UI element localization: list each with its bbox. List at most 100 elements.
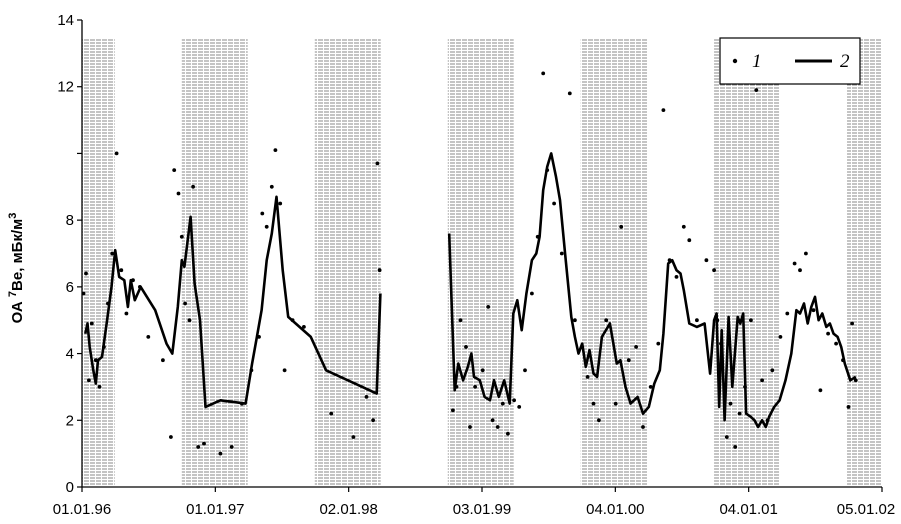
- data-point-37: [302, 325, 306, 329]
- data-point-21: [187, 318, 192, 323]
- data-point-46: [458, 318, 463, 323]
- data-point-3: [89, 321, 94, 326]
- data-point-41: [371, 418, 375, 423]
- data-point-42: [375, 161, 380, 166]
- shaded-period-2: [314, 38, 381, 487]
- shaded-periods: [82, 38, 882, 487]
- x-tick-label-4: 04.01.00: [586, 501, 644, 518]
- data-point-95: [754, 88, 759, 92]
- data-point-53: [495, 425, 500, 429]
- data-point-16: [169, 435, 173, 439]
- data-point-70: [597, 418, 601, 423]
- data-point-103: [804, 251, 808, 256]
- data-point-96: [760, 378, 764, 383]
- data-point-23: [196, 445, 201, 449]
- data-point-18: [176, 191, 181, 196]
- shaded-period-0: [82, 38, 115, 487]
- data-point-50: [480, 368, 485, 373]
- data-point-64: [559, 251, 564, 256]
- data-point-25: [218, 451, 223, 456]
- legend: 1 2: [719, 37, 861, 85]
- data-point-75: [634, 345, 638, 349]
- data-point-107: [834, 341, 838, 346]
- data-point-105: [818, 388, 823, 393]
- data-point-49: [473, 385, 477, 389]
- y-axis-title-suffix: Be, мБк/м: [9, 219, 26, 291]
- legend-label-2: 2: [840, 51, 850, 72]
- data-point-47: [464, 345, 468, 349]
- data-point-77: [648, 385, 653, 389]
- data-point-66: [573, 318, 577, 323]
- data-point-78: [656, 341, 661, 346]
- data-point-90: [728, 401, 733, 406]
- data-point-15: [161, 358, 165, 363]
- data-point-110: [850, 321, 854, 326]
- data-point-11: [124, 311, 129, 316]
- data-point-57: [517, 405, 522, 409]
- data-point-99: [778, 335, 783, 339]
- data-point-106: [826, 331, 830, 336]
- data-point-101: [792, 261, 797, 266]
- data-point-19: [179, 234, 184, 239]
- legend-label-1: 1: [752, 51, 762, 72]
- data-point-17: [172, 168, 177, 173]
- legend-box: [719, 37, 861, 85]
- data-point-24: [202, 441, 206, 446]
- data-point-32: [269, 184, 274, 189]
- data-point-2: [87, 378, 91, 383]
- data-point-26: [229, 445, 234, 449]
- y-axis-title-superscript: 7: [7, 291, 19, 297]
- data-point-63: [552, 201, 556, 206]
- data-point-39: [351, 435, 356, 439]
- data-point-111: [853, 378, 858, 383]
- scatter-series: [81, 71, 858, 456]
- data-point-38: [329, 411, 334, 416]
- data-point-56: [512, 398, 516, 403]
- data-point-109: [846, 405, 851, 409]
- y-axis-title: ОА 7Be, мБк/м3: [7, 213, 26, 324]
- data-point-86: [712, 268, 716, 273]
- data-point-31: [264, 224, 269, 229]
- series-line-segment-1: [447, 152, 857, 429]
- y-tick-label-2: 2: [66, 412, 74, 429]
- data-point-48: [468, 425, 472, 429]
- data-point-82: [681, 224, 686, 229]
- shaded-period-3: [447, 38, 514, 487]
- data-point-81: [674, 275, 679, 279]
- series-line-segment-0: [84, 195, 382, 409]
- y-tick-label-12: 12: [57, 79, 74, 96]
- data-point-14: [146, 335, 151, 339]
- data-point-58: [523, 368, 527, 373]
- x-axis: 01.01.96 01.01.97 02.01.98 03.01.99 04.01.00…: [53, 486, 895, 518]
- y-axis-title-unit-power: 3: [7, 213, 19, 219]
- y-tick-label-0: 0: [66, 479, 74, 496]
- data-point-89: [724, 435, 729, 439]
- line-series: [84, 152, 857, 429]
- data-point-40: [364, 395, 369, 399]
- y-tick-label-4: 4: [66, 346, 74, 363]
- data-point-84: [695, 318, 699, 323]
- data-point-92: [737, 411, 742, 416]
- data-point-79: [661, 108, 666, 112]
- data-point-51: [486, 305, 491, 309]
- x-tick-label-5: 04.01.01: [719, 501, 777, 518]
- y-axis: 0 2 4 6 8 12 14: [57, 12, 83, 496]
- legend-marker-dot: [732, 58, 738, 64]
- x-tick-label-2: 02.01.98: [319, 501, 377, 518]
- data-point-71: [604, 318, 609, 323]
- data-point-61: [541, 71, 546, 76]
- data-point-83: [687, 238, 692, 243]
- data-point-10: [119, 268, 124, 273]
- data-point-0: [81, 291, 86, 296]
- data-point-43: [377, 268, 382, 273]
- data-point-22: [191, 184, 196, 189]
- data-point-34: [278, 201, 283, 206]
- y-axis-title-prefix: ОА: [9, 297, 26, 323]
- data-point-55: [506, 431, 510, 436]
- y-tick-label-14: 14: [57, 12, 74, 29]
- data-point-100: [785, 311, 790, 316]
- data-point-8: [110, 251, 115, 256]
- data-point-9: [114, 151, 119, 156]
- data-point-33: [273, 148, 278, 153]
